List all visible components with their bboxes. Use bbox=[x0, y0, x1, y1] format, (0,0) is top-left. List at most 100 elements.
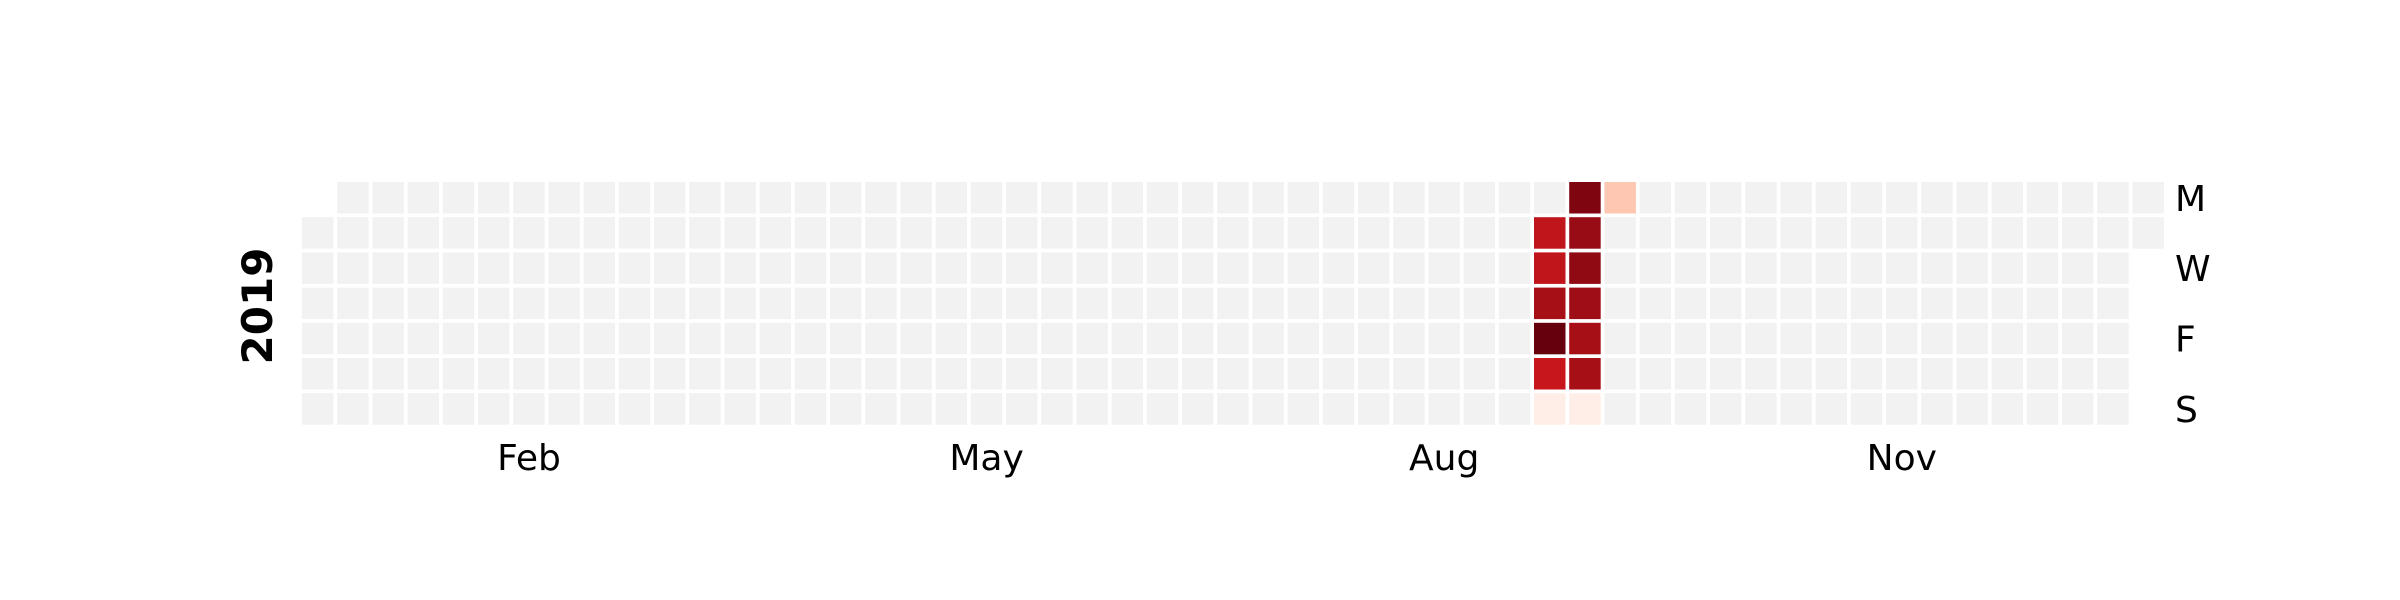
heatmap-cell bbox=[1041, 393, 1073, 425]
heatmap-cell bbox=[1182, 322, 1214, 355]
heatmap-cell bbox=[1886, 322, 1918, 355]
heatmap-cell bbox=[1041, 182, 1073, 214]
heatmap-cell bbox=[1991, 217, 2024, 249]
heatmap-cell bbox=[759, 358, 792, 390]
heatmap-cell bbox=[1710, 322, 1742, 355]
heatmap-cell bbox=[1428, 358, 1460, 390]
heatmap-cell bbox=[2097, 182, 2129, 214]
heatmap-cell bbox=[1146, 182, 1179, 214]
heatmap-cell bbox=[1182, 287, 1214, 320]
heatmap-cell bbox=[1287, 217, 1320, 249]
heatmap-cell bbox=[900, 252, 932, 284]
heatmap-cell bbox=[1463, 393, 1496, 425]
heatmap-cell bbox=[1322, 182, 1355, 214]
heatmap-cell bbox=[724, 252, 756, 284]
heatmap-cell bbox=[1710, 287, 1742, 320]
heatmap-cell bbox=[900, 358, 932, 390]
heatmap-cell bbox=[1182, 252, 1214, 284]
heatmap-cell bbox=[794, 322, 827, 355]
heatmap-cell bbox=[372, 252, 404, 284]
heatmap-cell bbox=[478, 182, 510, 214]
heatmap-cell bbox=[654, 358, 686, 390]
heatmap-cell bbox=[1886, 182, 1918, 214]
month-label: Feb bbox=[497, 438, 561, 479]
heatmap-cell bbox=[1815, 287, 1848, 320]
heatmap-cell-active bbox=[1569, 182, 1601, 214]
heatmap-cell bbox=[1146, 217, 1179, 249]
heatmap-cell bbox=[2062, 322, 2094, 355]
heatmap-cell bbox=[1111, 252, 1144, 284]
heatmap-cell bbox=[1710, 252, 1742, 284]
heatmap-cell bbox=[970, 322, 1003, 355]
heatmap-cell bbox=[970, 217, 1003, 249]
heatmap-cell bbox=[1146, 358, 1179, 390]
heatmap-cell bbox=[407, 252, 440, 284]
heatmap-cell bbox=[1815, 252, 1848, 284]
heatmap-cell bbox=[618, 182, 651, 214]
heatmap-cell bbox=[1006, 287, 1038, 320]
heatmap-cell-active bbox=[1569, 287, 1601, 320]
heatmap-cell bbox=[935, 287, 968, 320]
heatmap-cell bbox=[1182, 393, 1214, 425]
heatmap-cell bbox=[548, 182, 580, 214]
heatmap-cell bbox=[618, 252, 651, 284]
heatmap-cell bbox=[372, 322, 404, 355]
heatmap-cell bbox=[1463, 217, 1496, 249]
heatmap-cell bbox=[1710, 393, 1742, 425]
heatmap-cell bbox=[2026, 217, 2059, 249]
heatmap-cell bbox=[442, 358, 475, 390]
heatmap-cell bbox=[1146, 393, 1179, 425]
heatmap-cell bbox=[830, 393, 862, 425]
heatmap-cell bbox=[337, 217, 369, 249]
heatmap-cell bbox=[1991, 182, 2024, 214]
heatmap-cell bbox=[900, 322, 932, 355]
heatmap-cell bbox=[1358, 182, 1390, 214]
heatmap-cell bbox=[759, 217, 792, 249]
heatmap-cell bbox=[1850, 252, 1883, 284]
heatmap-cell bbox=[1815, 322, 1848, 355]
heatmap-cell bbox=[1710, 217, 1742, 249]
heatmap-cell bbox=[1991, 393, 2024, 425]
heatmap-cell bbox=[1322, 358, 1355, 390]
heatmap-cell bbox=[407, 287, 440, 320]
heatmap-cell bbox=[1921, 287, 1953, 320]
heatmap-cell bbox=[1850, 217, 1883, 249]
heatmap-cell bbox=[1252, 217, 1284, 249]
heatmap-cell bbox=[1182, 182, 1214, 214]
heatmap-cell bbox=[1921, 182, 1953, 214]
heatmap-cell bbox=[1921, 322, 1953, 355]
heatmap-cell bbox=[935, 393, 968, 425]
heatmap-cell bbox=[1111, 322, 1144, 355]
heatmap-cell bbox=[407, 358, 440, 390]
heatmap-cell bbox=[2026, 322, 2059, 355]
heatmap-cell bbox=[1217, 358, 1249, 390]
heatmap-cell bbox=[2026, 358, 2059, 390]
heatmap-cell bbox=[478, 393, 510, 425]
heatmap-cell-active bbox=[1534, 358, 1566, 390]
heatmap-cell bbox=[442, 287, 475, 320]
heatmap-cell bbox=[1358, 322, 1390, 355]
heatmap-cell bbox=[935, 182, 968, 214]
heatmap-cell bbox=[372, 182, 404, 214]
heatmap-cell bbox=[1076, 217, 1108, 249]
heatmap-cell bbox=[1146, 322, 1179, 355]
heatmap-cell bbox=[1780, 182, 1812, 214]
heatmap-cell bbox=[2062, 287, 2094, 320]
heatmap-cell bbox=[337, 252, 369, 284]
heatmap-cell bbox=[1393, 182, 1425, 214]
heatmap-cell bbox=[830, 217, 862, 249]
heatmap-cell bbox=[583, 217, 616, 249]
heatmap-cell bbox=[583, 358, 616, 390]
heatmap-cell bbox=[1076, 287, 1108, 320]
heatmap-cell bbox=[1076, 322, 1108, 355]
heatmap-cell bbox=[865, 252, 897, 284]
heatmap-cell bbox=[2026, 252, 2059, 284]
heatmap-cell bbox=[1886, 393, 1918, 425]
heatmap-cell-active bbox=[1534, 322, 1566, 355]
heatmap-cell bbox=[548, 393, 580, 425]
heatmap-cell bbox=[654, 287, 686, 320]
heatmap-cell bbox=[478, 287, 510, 320]
heatmap-cell bbox=[1498, 287, 1531, 320]
